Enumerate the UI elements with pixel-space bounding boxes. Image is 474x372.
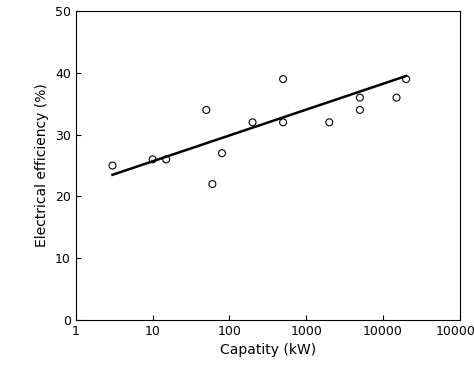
Point: [393, 94, 401, 100]
Point: [209, 181, 216, 187]
Point: [218, 150, 226, 156]
Point: [279, 119, 287, 125]
X-axis label: Capatity (kW): Capatity (kW): [220, 343, 316, 357]
Point: [356, 107, 364, 113]
Y-axis label: Electrical efficiency (%): Electrical efficiency (%): [36, 84, 49, 247]
Point: [202, 107, 210, 113]
Point: [326, 119, 333, 125]
Point: [279, 76, 287, 82]
Point: [109, 163, 116, 169]
Point: [249, 119, 256, 125]
Point: [402, 76, 410, 82]
Point: [149, 156, 156, 162]
Point: [356, 94, 364, 100]
Point: [163, 156, 170, 162]
